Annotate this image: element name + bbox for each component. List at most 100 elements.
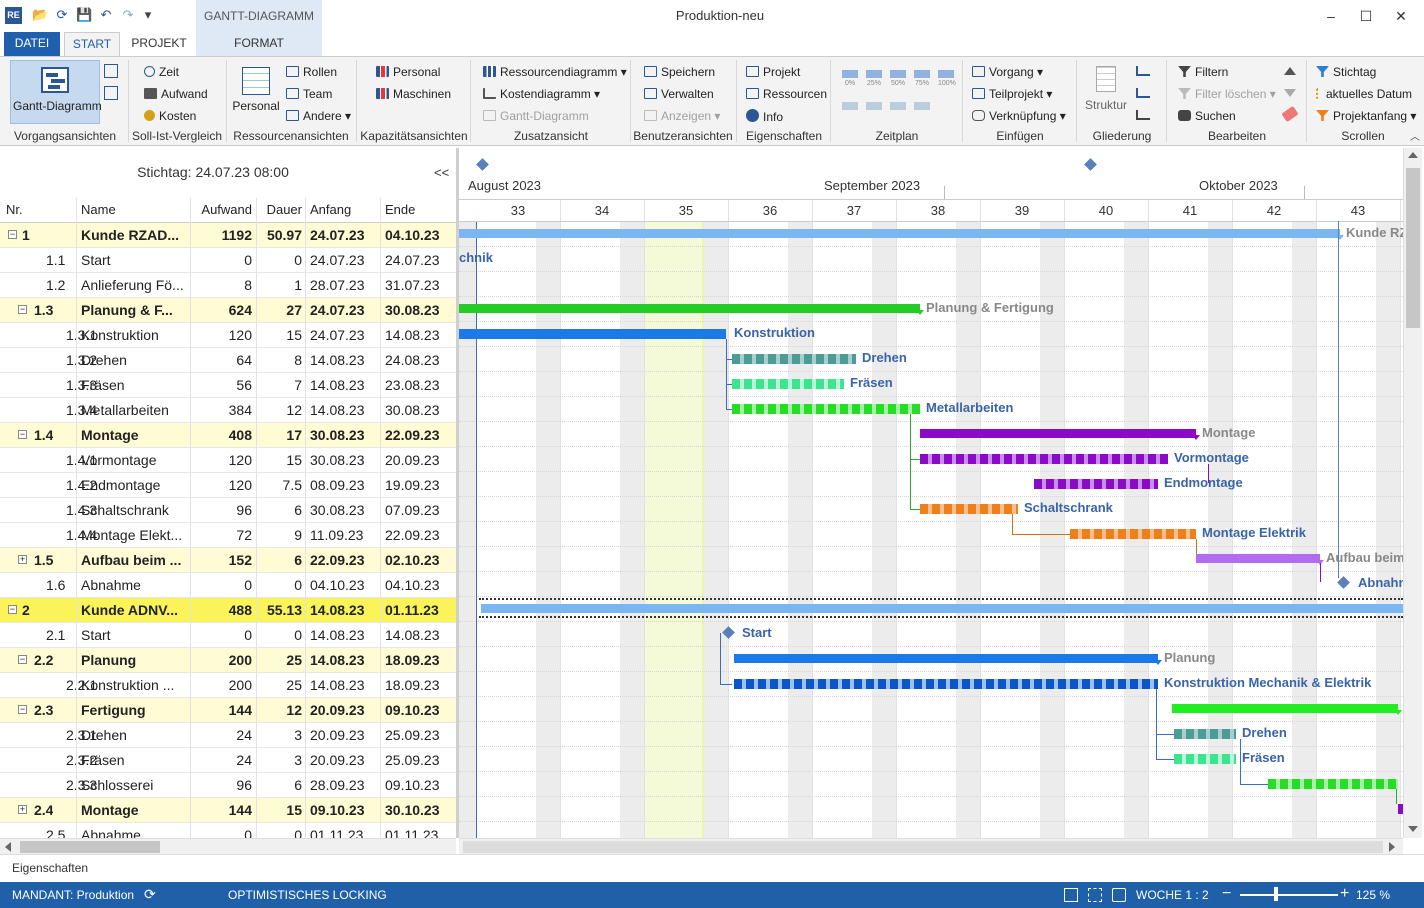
summary-bar[interactable] bbox=[481, 604, 1403, 613]
app-icon[interactable]: RE bbox=[5, 7, 22, 24]
view-small-icon-2[interactable] bbox=[104, 86, 118, 100]
pane-splitter[interactable] bbox=[456, 148, 459, 838]
gantt-horizontal-scrollbar[interactable] bbox=[459, 838, 1403, 854]
task-bar[interactable] bbox=[732, 354, 856, 364]
table-row[interactable]: +2.4 Montage 144 15 09.10.23 30.10.23 bbox=[0, 798, 456, 823]
zoom-slider-thumb[interactable] bbox=[1274, 887, 1278, 901]
zeitplan-0-button[interactable] bbox=[842, 70, 858, 78]
task-bar[interactable] bbox=[1174, 754, 1236, 764]
scroll-down-arrow-icon[interactable] bbox=[1408, 826, 1418, 832]
table-row[interactable]: 2.2.1 Konstruktion ... 200 25 14.08.23 18.09.… bbox=[0, 673, 456, 698]
scroll-down-icon[interactable] bbox=[1284, 89, 1296, 97]
kapazitaet-personal-button[interactable]: Personal bbox=[376, 65, 440, 79]
summary-bar[interactable] bbox=[734, 654, 1158, 663]
ressourcendiagramm-button[interactable]: Ressourcendiagramm ▾ bbox=[483, 65, 627, 79]
stichtag-button[interactable]: Stichtag bbox=[1316, 65, 1376, 79]
table-row[interactable]: 1.4.3 Schaltschrank 96 6 30.08.23 07.09.23 bbox=[0, 498, 456, 523]
task-bar[interactable] bbox=[732, 379, 844, 389]
zeitplan-50-button[interactable] bbox=[890, 70, 906, 78]
table-row[interactable]: −2 Kunde ADNV... 488 55.13 14.08.23 01.11.23 bbox=[0, 598, 456, 623]
task-bar[interactable] bbox=[1034, 479, 1158, 489]
close-button[interactable]: ✕ bbox=[1395, 8, 1407, 24]
kapazitaet-maschinen-button[interactable]: Maschinen bbox=[376, 87, 451, 101]
maximize-button[interactable]: ☐ bbox=[1359, 8, 1373, 24]
personal-button[interactable]: Personal bbox=[232, 64, 280, 124]
verknuepfung-button[interactable]: Verknüpfung ▾ bbox=[972, 109, 1066, 123]
ressourcen-eigenschaften-button[interactable]: Ressourcen bbox=[746, 87, 827, 101]
zoom-in-button[interactable]: + bbox=[1340, 885, 1350, 902]
task-bar[interactable] bbox=[734, 679, 1158, 689]
info-button[interactable]: Info bbox=[746, 109, 783, 124]
qat-customize-icon[interactable]: ▾ bbox=[144, 7, 152, 22]
filter-loeschen-button[interactable]: Filter löschen ▾ bbox=[1178, 87, 1276, 101]
scroll-up-arrow-icon[interactable] bbox=[1408, 152, 1418, 158]
table-row[interactable]: 1.3.2 Drehen 64 8 14.08.23 24.08.23 bbox=[0, 348, 456, 373]
layout-icon-2[interactable] bbox=[1088, 888, 1102, 902]
task-bar[interactable] bbox=[459, 329, 726, 339]
team-button[interactable]: Team bbox=[286, 87, 332, 101]
task-bar[interactable] bbox=[1070, 529, 1196, 539]
vertical-scrollbar[interactable] bbox=[1403, 148, 1422, 838]
zoom-out-button[interactable]: − bbox=[1222, 885, 1232, 902]
col-header-anfang[interactable]: Anfang bbox=[310, 202, 352, 217]
expand-toggle-icon[interactable]: + bbox=[18, 554, 27, 564]
task-bar[interactable] bbox=[732, 404, 920, 414]
col-header-dauer[interactable]: Dauer bbox=[266, 202, 302, 217]
table-row[interactable]: 1.6 Abnahme 0 0 04.10.23 04.10.23 bbox=[0, 573, 456, 598]
suchen-button[interactable]: Suchen bbox=[1178, 109, 1236, 123]
table-row[interactable]: 1.4.4 Montage Elekt... 72 9 11.09.23 22.09.23 bbox=[0, 523, 456, 548]
summary-bar[interactable] bbox=[920, 429, 1196, 438]
table-row[interactable]: 2.5 Abnahme 0 0 01.11.23 01.11.23 bbox=[0, 823, 456, 838]
summary-bar[interactable] bbox=[1196, 554, 1320, 563]
zusatz-gantt-button[interactable]: Gantt-Diagramm bbox=[483, 109, 589, 123]
expand-toggle-icon[interactable]: − bbox=[8, 229, 17, 239]
table-row[interactable]: 1.3.1 Konstruktion 120 15 24.07.23 14.08.23 bbox=[0, 323, 456, 348]
outdent-icon[interactable] bbox=[1136, 88, 1150, 98]
table-row[interactable]: 1.3.3 Fräsen 56 7 14.08.23 23.08.23 bbox=[0, 373, 456, 398]
layout-icon-1[interactable] bbox=[1064, 888, 1078, 902]
tab-datei[interactable]: DATEI bbox=[4, 32, 60, 56]
undo-icon[interactable]: ↶ bbox=[100, 7, 112, 22]
gantt-diagramm-button[interactable]: Gantt-Diagramm bbox=[10, 60, 102, 124]
expand-toggle-icon[interactable]: − bbox=[18, 654, 27, 664]
ribbon-collapse-icon[interactable]: ︿ bbox=[1410, 132, 1420, 143]
col-header-name[interactable]: Name bbox=[81, 202, 116, 217]
table-row[interactable]: 2.3.1 Drehen 24 3 20.09.23 25.09.23 bbox=[0, 723, 456, 748]
task-bar[interactable] bbox=[920, 454, 1168, 464]
zeitplan-split-icon[interactable] bbox=[890, 102, 906, 110]
task-bar[interactable] bbox=[1268, 779, 1398, 789]
andere-button[interactable]: Andere ▾ bbox=[286, 109, 351, 123]
scroll-right-arrow-icon[interactable] bbox=[1389, 842, 1395, 852]
projektanfang-button[interactable]: Projektanfang ▾ bbox=[1316, 109, 1416, 123]
eigenschaften-tab[interactable]: Eigenschaften bbox=[12, 861, 89, 875]
table-row[interactable]: 1.1 Start 0 0 24.07.23 24.07.23 bbox=[0, 248, 456, 273]
table-row[interactable]: −1.3 Planung & F... 624 27 24.07.23 30.08.23 bbox=[0, 298, 456, 323]
table-row[interactable]: 1.3.4 Metallarbeiten 384 12 14.08.23 30.08.23 bbox=[0, 398, 456, 423]
zeit-button[interactable]: Zeit bbox=[144, 65, 179, 79]
collapse-grid-button[interactable]: << bbox=[434, 165, 450, 180]
verwalten-button[interactable]: Verwalten bbox=[644, 87, 714, 101]
table-row[interactable]: 2.3.3 Schlosserei 96 6 28.09.23 09.10.23 bbox=[0, 773, 456, 798]
teilprojekt-button[interactable]: Teilprojekt ▾ bbox=[972, 87, 1052, 101]
zeitplan-100-button[interactable] bbox=[938, 70, 954, 78]
zeitplan-75-button[interactable] bbox=[914, 70, 930, 78]
open-icon[interactable]: 📂 bbox=[32, 7, 49, 22]
tab-format[interactable]: FORMAT bbox=[234, 36, 284, 50]
expand-toggle-icon[interactable]: − bbox=[18, 429, 27, 439]
struktur-button[interactable]: Struktur bbox=[1084, 64, 1128, 120]
tab-start[interactable]: START bbox=[64, 32, 120, 57]
zeitplan-25-button[interactable] bbox=[866, 70, 882, 78]
scrollbar-thumb[interactable] bbox=[20, 841, 160, 853]
summary-bar[interactable] bbox=[459, 229, 1340, 238]
anzeigen-button[interactable]: Anzeigen ▾ bbox=[644, 109, 720, 123]
grid-horizontal-scrollbar[interactable] bbox=[0, 838, 456, 854]
table-row[interactable]: 2.1 Start 0 0 14.08.23 14.08.23 bbox=[0, 623, 456, 648]
kosten-button[interactable]: Kosten bbox=[144, 109, 196, 123]
scrollbar-thumb[interactable] bbox=[1406, 168, 1420, 328]
view-small-icon-1[interactable] bbox=[104, 64, 118, 78]
expand-toggle-icon[interactable]: − bbox=[18, 304, 27, 314]
task-bar[interactable] bbox=[1174, 729, 1236, 739]
zeitplan-move-icon[interactable] bbox=[914, 102, 930, 110]
minimize-button[interactable]: – bbox=[1327, 8, 1335, 24]
expand-toggle-icon[interactable]: − bbox=[18, 704, 27, 714]
